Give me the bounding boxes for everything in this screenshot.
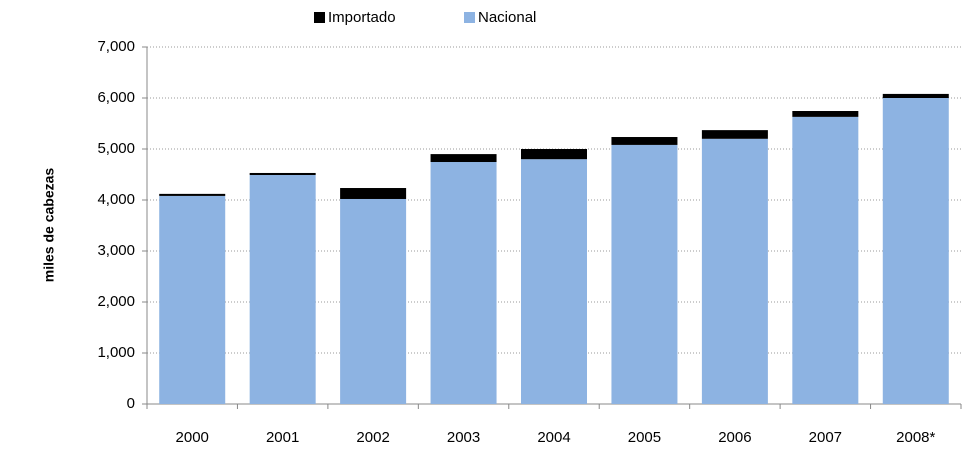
bar-segment [521,159,587,404]
legend-swatch [464,12,475,23]
legend-label: Importado [328,9,396,26]
y-tick-label: 1,000 [97,344,135,361]
y-tick-label: 2,000 [97,293,135,310]
y-tick-label: 5,000 [97,140,135,157]
x-tick-label: 2004 [537,429,570,446]
bar-segment [882,98,949,404]
x-tick-label: 2005 [628,429,661,446]
bar-segment [430,162,497,404]
x-tick-label: 2001 [266,429,299,446]
x-tick-label: 2007 [809,429,842,446]
y-tick-label: 4,000 [97,191,135,208]
bar-segment [882,93,949,98]
bar-segment [340,198,407,404]
legend-swatch [314,12,325,23]
bar-segment [430,154,497,163]
bar-segment [611,144,678,405]
y-axis-label: miles de cabezas [41,168,57,283]
legend-label: Nacional [478,9,536,26]
y-tick-label: 7,000 [97,38,135,55]
bar-segment [249,175,316,404]
y-tick-label: 0 [127,395,135,412]
bar-segment [701,138,768,405]
bar-segment [611,137,678,145]
x-tick-label: 2008* [896,429,935,446]
bar-segment [792,111,859,117]
x-tick-label: 2003 [447,429,480,446]
bar-segment [159,193,226,196]
bar-segment [521,149,587,160]
bar-segment [701,130,768,139]
bar-segment [792,116,859,405]
bar-segment [159,195,226,404]
x-tick-label: 2000 [176,429,209,446]
x-tick-label: 2002 [356,429,389,446]
bar-segment [249,172,316,176]
y-tick-label: 6,000 [97,89,135,106]
y-tick-label: 3,000 [97,242,135,259]
bar-segment [340,188,407,199]
x-tick-label: 2006 [718,429,751,446]
